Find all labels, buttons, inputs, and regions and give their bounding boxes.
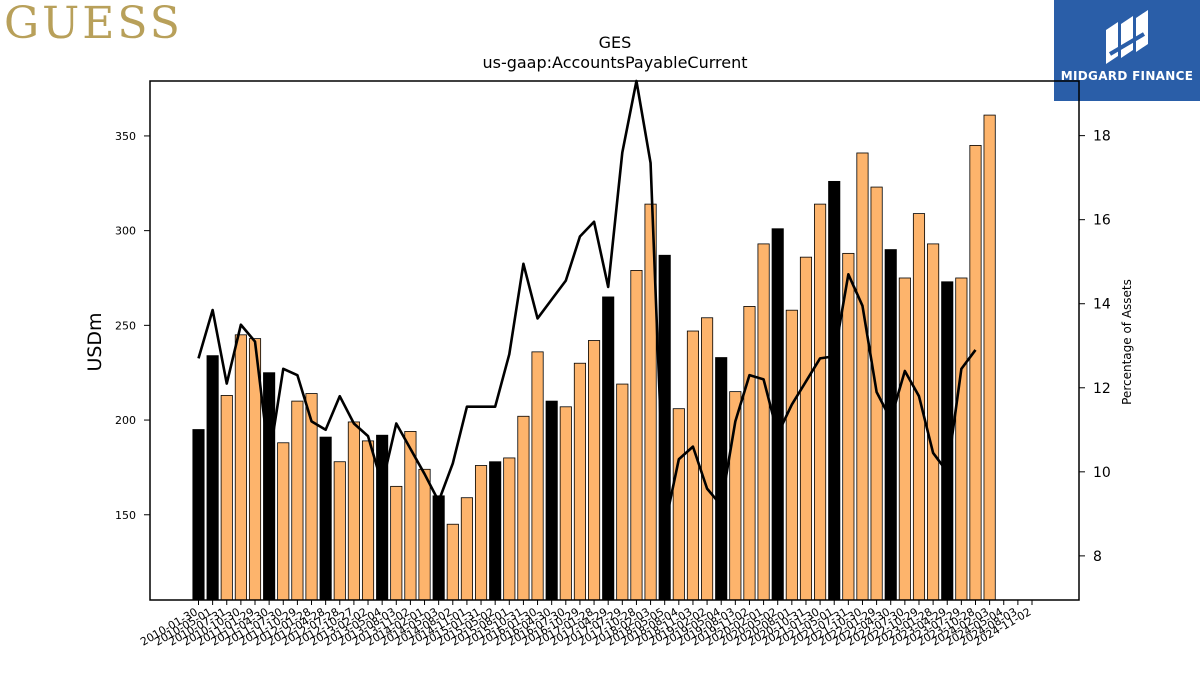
bar — [701, 317, 714, 601]
y2-tick-label: 12 — [1093, 381, 1111, 397]
bar — [955, 277, 968, 601]
y-tick-label: 150 — [115, 509, 136, 522]
bar — [220, 395, 233, 601]
bar — [319, 436, 332, 601]
midgard-logo-icon — [1106, 10, 1148, 64]
y-tick-label: 300 — [115, 225, 136, 238]
bar — [333, 461, 346, 601]
y2-tick-label: 14 — [1093, 297, 1111, 313]
guess-logo: GUESS — [4, 0, 183, 49]
bar — [969, 144, 982, 601]
y-axis-label: USDm — [84, 312, 106, 371]
bar — [983, 114, 996, 601]
bar — [474, 465, 488, 601]
bar — [630, 270, 643, 601]
y-tick-label: 250 — [115, 319, 136, 332]
bar — [559, 406, 572, 601]
bar — [884, 249, 897, 601]
bar — [376, 434, 389, 601]
chart-title: GES — [599, 33, 632, 52]
chart-subtitle: us-gaap:AccountsPayableCurrent — [482, 53, 747, 72]
plot-area: 150200250300350810121416182010-01-302010… — [115, 79, 1111, 649]
plot-frame — [149, 80, 1080, 601]
bar — [898, 277, 911, 601]
bar — [616, 383, 629, 601]
bar — [927, 243, 940, 601]
bar — [602, 296, 615, 601]
bar — [517, 415, 530, 601]
bar — [531, 351, 544, 601]
y2-tick-label: 18 — [1093, 129, 1111, 145]
bar — [234, 334, 247, 601]
bar — [573, 362, 586, 601]
bar — [361, 440, 375, 601]
bar — [503, 457, 516, 601]
bar — [432, 495, 445, 601]
y-tick-label: 350 — [115, 130, 136, 143]
y2-tick-label: 8 — [1093, 549, 1102, 565]
bar — [545, 400, 558, 601]
bar — [263, 372, 276, 601]
bar — [785, 309, 798, 601]
y2-tick-label: 16 — [1093, 213, 1111, 229]
bar — [206, 355, 219, 601]
midgard-finance-logo: MIDGARD FINANCE — [1054, 0, 1200, 101]
bar — [446, 523, 459, 601]
bar — [842, 252, 855, 601]
bar — [460, 497, 473, 601]
midgard-finance-name: MIDGARD FINANCE — [1060, 69, 1194, 83]
bar — [418, 468, 431, 601]
percentage-line — [197, 79, 977, 528]
bar — [743, 306, 756, 601]
bar — [686, 330, 699, 601]
bar — [672, 408, 685, 601]
y2-axis-label: Percentage of Assets — [1120, 279, 1134, 405]
bar — [489, 461, 502, 601]
bar — [757, 243, 770, 601]
y2-tick-label: 10 — [1093, 465, 1111, 481]
bar — [814, 203, 827, 601]
bar — [390, 485, 403, 601]
bar — [291, 400, 304, 601]
bar — [588, 340, 601, 601]
bar — [347, 421, 360, 601]
bar — [799, 256, 813, 601]
y-tick-label: 200 — [115, 414, 136, 427]
bar — [828, 180, 841, 601]
bar — [192, 429, 205, 601]
bar — [277, 442, 290, 601]
bar — [856, 152, 869, 601]
